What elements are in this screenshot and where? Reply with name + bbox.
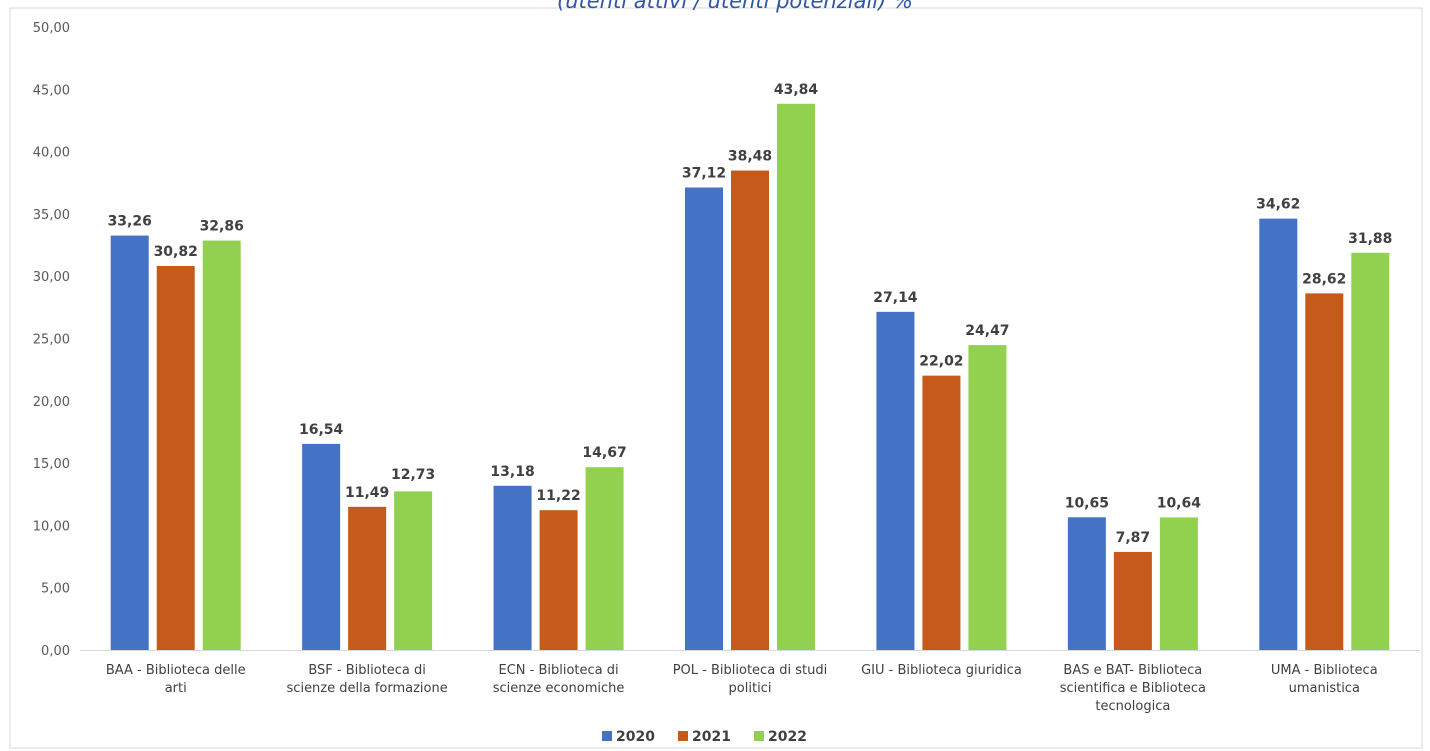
bar-2021 (922, 375, 961, 650)
y-tick-label: 5,00 (41, 582, 70, 597)
chart-title: (utenti attivi / utenti potenziali) % (557, 0, 913, 13)
chart-border (9, 7, 1423, 749)
y-tick-label: 50,00 (33, 21, 70, 36)
data-label-2022: 12,73 (391, 467, 435, 483)
bar-2020 (876, 311, 915, 650)
category-label: tecnologica (1095, 699, 1170, 714)
legend-label-2022: 2022 (768, 729, 807, 745)
data-label-2022: 10,64 (1157, 495, 1202, 511)
category-label: scientifica e Biblioteca (1060, 681, 1206, 696)
bar-2020 (1259, 218, 1298, 650)
data-label-2021: 7,87 (1116, 530, 1151, 546)
y-tick-label: 40,00 (33, 146, 70, 161)
data-label-2022: 43,84 (774, 82, 819, 98)
data-label-2022: 14,67 (582, 445, 626, 461)
category-label: umanistica (1289, 681, 1360, 696)
y-tick-label: 15,00 (33, 457, 70, 472)
category-label: scienze economiche (493, 681, 625, 696)
bar-2022 (777, 103, 815, 650)
y-tick-label: 45,00 (33, 83, 70, 98)
category-label: GIU - Biblioteca giuridica (861, 663, 1022, 678)
data-label-2020: 33,26 (108, 214, 152, 230)
legend-swatch-2021 (678, 731, 688, 741)
bar-2020 (302, 443, 341, 650)
bar-2022 (968, 345, 1007, 650)
bar-2021 (348, 506, 387, 650)
bar-2020 (493, 485, 532, 650)
data-label-2020: 27,14 (873, 290, 918, 306)
category-label: scienze della formazione (287, 681, 448, 696)
bar-series-group (110, 103, 1390, 651)
bar-2022 (1159, 517, 1198, 650)
data-label-2021: 11,49 (345, 485, 389, 501)
bar-2022 (202, 240, 241, 651)
bar-2021 (731, 170, 769, 651)
category-label: POL - Biblioteca di studi (673, 663, 828, 678)
category-label: ECN - Biblioteca di (499, 663, 619, 678)
bar-2020 (685, 187, 723, 650)
data-label-2020: 16,54 (299, 422, 344, 438)
category-label: UMA - Biblioteca (1271, 663, 1378, 678)
data-label-2021: 28,62 (1302, 271, 1346, 287)
bar-2021 (1305, 293, 1344, 650)
legend: 2020 2021 2022 (602, 729, 807, 745)
y-tick-label: 10,00 (33, 519, 70, 534)
legend-label-2021: 2021 (692, 729, 731, 745)
data-label-2021: 38,48 (728, 149, 772, 165)
category-label: arti (165, 681, 187, 696)
category-label: politici (729, 681, 772, 696)
bar-2021 (156, 265, 195, 650)
y-tick-label: 35,00 (33, 208, 70, 223)
y-tick-label: 25,00 (33, 333, 70, 348)
bar-2020 (110, 235, 149, 651)
bar-2021 (539, 510, 578, 650)
bar-2020 (1067, 517, 1106, 650)
data-label-2020: 13,18 (490, 464, 534, 480)
category-label: BAA - Biblioteca delle (106, 663, 246, 678)
bar-2022 (394, 491, 433, 650)
category-label: BSF - Biblioteca di (308, 663, 426, 678)
y-axis: 0,00 5,00 10,00 15,00 20,00 25,00 30,00 35,00 40… (33, 21, 1420, 659)
category-label: BAS e BAT- Biblioteca (1063, 663, 1202, 678)
y-tick-label: 20,00 (33, 395, 70, 410)
data-label-2021: 11,22 (536, 488, 580, 504)
y-tick-label: 30,00 (33, 270, 70, 285)
data-label-2021: 30,82 (154, 244, 198, 260)
legend-swatch-2020 (602, 731, 612, 741)
legend-label-2020: 2020 (616, 729, 655, 745)
bar-2022 (1351, 252, 1390, 650)
data-label-2020: 34,62 (1256, 197, 1300, 213)
bar-2022 (585, 467, 624, 650)
legend-swatch-2022 (754, 731, 764, 741)
data-label-2020: 10,65 (1065, 495, 1109, 511)
data-label-2022: 24,47 (965, 323, 1009, 339)
data-label-2022: 31,88 (1348, 231, 1392, 247)
x-axis-category-labels: BAA - Biblioteca delle arti BSF - Bibliote… (106, 663, 1378, 714)
data-label-2020: 37,12 (682, 165, 726, 181)
data-label-2021: 22,02 (919, 354, 963, 370)
data-label-2022: 32,86 (200, 219, 244, 235)
bar-2021 (1113, 551, 1152, 650)
y-tick-label: 0,00 (41, 644, 70, 659)
